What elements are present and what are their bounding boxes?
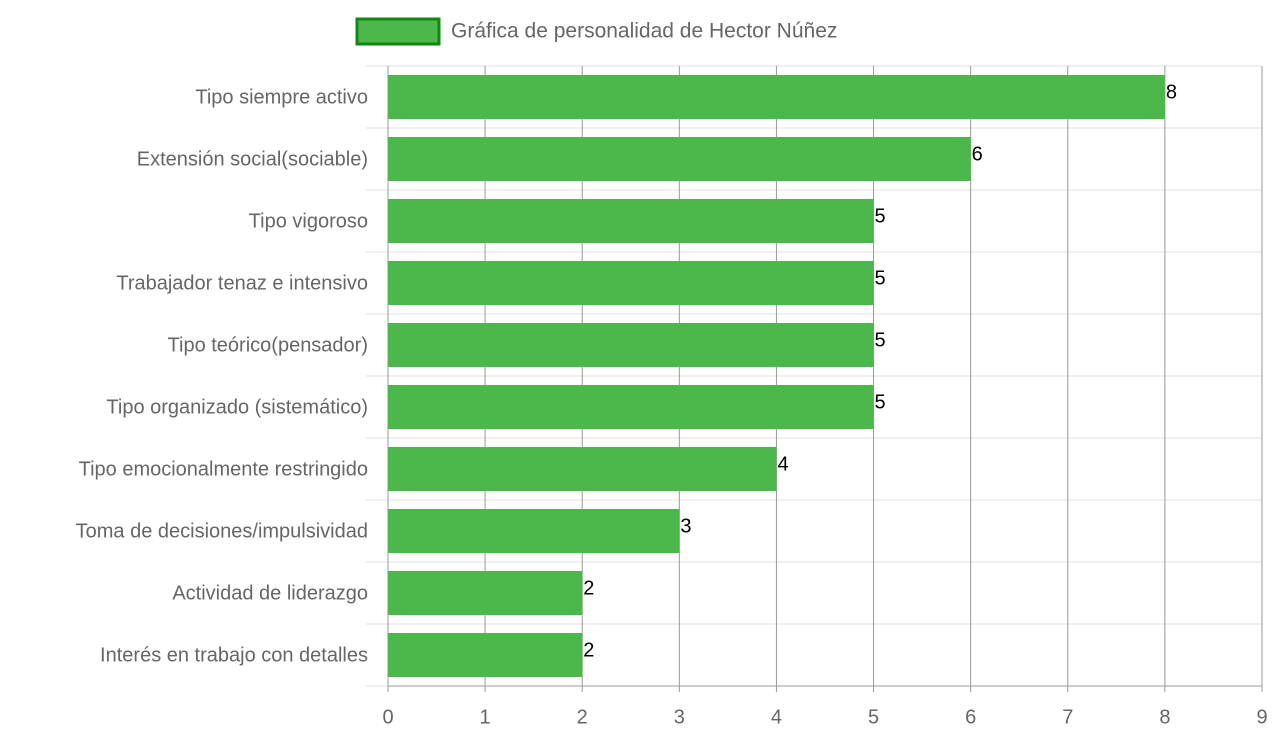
x-tick-label: 4 (771, 706, 782, 728)
x-tick-label: 9 (1256, 706, 1267, 728)
y-tick-label: Tipo vigoroso (249, 210, 368, 232)
value-label: 5 (875, 267, 886, 289)
bar (388, 261, 874, 305)
value-label: 2 (583, 639, 594, 661)
value-label: 6 (972, 143, 983, 165)
bar (388, 385, 874, 429)
legend-label: Gráfica de personalidad de Hector Núñez (451, 20, 837, 43)
x-tick-label: 1 (480, 706, 491, 728)
x-tick-label: 2 (577, 706, 588, 728)
bar (388, 137, 971, 181)
legend-swatch (355, 17, 441, 46)
x-tick-label: 3 (674, 706, 685, 728)
bar (388, 509, 680, 553)
x-tick-label: 0 (382, 706, 393, 728)
value-label: 5 (875, 391, 886, 413)
bar (388, 323, 874, 367)
value-label: 3 (680, 515, 691, 537)
y-tick-label: Tipo siempre activo (195, 86, 368, 108)
value-label: 5 (875, 329, 886, 351)
bar (388, 633, 583, 677)
y-tick-label: Tipo emocionalmente restringido (79, 458, 368, 480)
y-tick-label: Trabajador tenaz e intensivo (116, 272, 368, 294)
value-label: 2 (583, 577, 594, 599)
bar (388, 199, 874, 243)
x-tick-label: 5 (868, 706, 879, 728)
x-tick-label: 8 (1159, 706, 1170, 728)
value-label: 5 (875, 205, 886, 227)
value-label: 8 (1166, 81, 1177, 103)
y-tick-label: Tipo teórico(pensador) (168, 334, 368, 356)
y-tick-label: Actividad de liderazgo (172, 582, 368, 604)
x-tick-label: 7 (1062, 706, 1073, 728)
bar (388, 571, 583, 615)
y-tick-label: Tipo organizado (sistemático) (106, 396, 368, 418)
x-tick-label: 6 (965, 706, 976, 728)
y-tick-label: Interés en trabajo con detalles (100, 644, 368, 666)
value-label: 4 (777, 453, 788, 475)
y-tick-label: Extensión social(sociable) (137, 148, 368, 170)
bar (388, 75, 1165, 119)
y-tick-label: Toma de decisiones/impulsividad (76, 520, 368, 542)
bar (388, 447, 777, 491)
